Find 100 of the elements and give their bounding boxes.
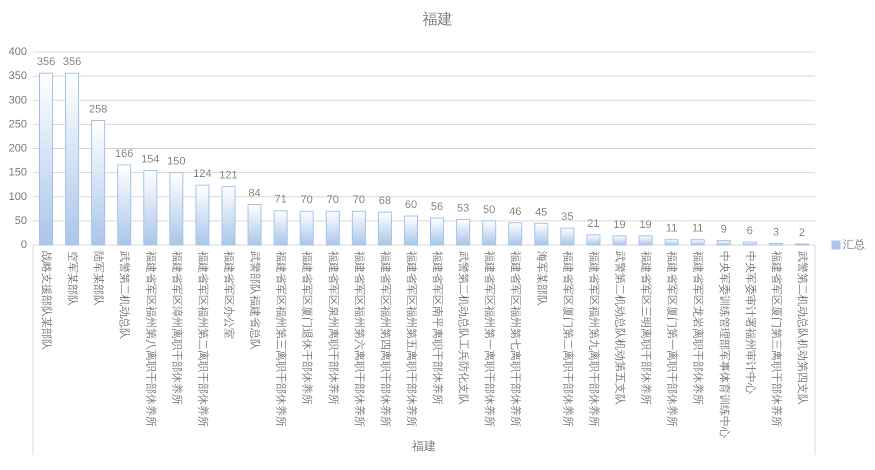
y-tick-label: 400 [8, 46, 27, 58]
x-tick-label: 福建省军区漳州离职干部休养所 [170, 251, 184, 405]
data-label: 19 [639, 218, 652, 231]
bar [248, 204, 262, 246]
data-label: 19 [613, 218, 626, 231]
y-tick-label: 250 [8, 118, 27, 130]
bar [91, 120, 106, 246]
x-tick-label: 福建省军区厦门第三离职干部休养所 [770, 251, 783, 427]
x-tick-label: 福建省军区福州第七离职干部休养所 [509, 251, 522, 427]
bar [169, 172, 184, 246]
bar [482, 220, 496, 246]
bar [664, 239, 679, 246]
bar [143, 170, 158, 246]
bar [274, 210, 288, 246]
x-tick-label: 福建省军区福州第一离职干部休养所 [483, 251, 496, 427]
data-label: 35 [561, 211, 574, 224]
data-label: 121 [219, 170, 238, 182]
data-label: 150 [167, 156, 186, 168]
y-tick-label: 100 [8, 190, 27, 203]
bar [221, 186, 236, 246]
bar [326, 210, 340, 246]
x-tick-label: 福建省军区福州第三离职干部休养所 [274, 251, 288, 427]
data-label: 2 [798, 227, 806, 240]
bar [534, 222, 548, 246]
x-tick-label: 福建省军区厦门退休干部休养所 [300, 251, 314, 405]
bar [586, 234, 600, 246]
data-label: 68 [378, 195, 392, 208]
x-tick-label: 福建省军区厦门第二离职干部休养所 [561, 251, 574, 427]
x-tick-label: 中央军委审计署福州审计中心 [744, 251, 757, 394]
x-tick-label: 武警第二机动总队工兵防化支队 [457, 251, 470, 405]
y-tick-label: 300 [8, 94, 27, 106]
x-axis-title: 福建 [412, 439, 436, 453]
x-tick-label: 中央军委训练管理部军事体育训练中心 [718, 251, 731, 438]
chart-title: 福建 [422, 11, 452, 28]
data-label: 21 [587, 218, 600, 230]
x-tick-label: 福建省军区三明离职干部休养所 [640, 251, 653, 405]
x-tick-label: 福建省军区福州第四离职干部休养所 [378, 251, 392, 427]
bar [378, 212, 392, 246]
data-label: 154 [141, 154, 160, 166]
bar [39, 72, 54, 246]
bar [690, 239, 705, 246]
x-tick-label: 福建省军区南平离职干部休养所 [431, 251, 444, 405]
data-label: 84 [248, 187, 261, 200]
data-label: 70 [326, 194, 339, 206]
data-label: 124 [193, 168, 212, 180]
data-label: 45 [535, 206, 548, 218]
bar [508, 222, 522, 246]
x-tick-label: 武警部队福建省总队 [248, 251, 262, 350]
bar [117, 164, 132, 246]
x-tick-label: 福建省军区福州第五离职干部休养所 [404, 251, 418, 427]
x-tick-label: 福建省军区龙岩离职干部休养所 [692, 251, 705, 405]
y-tick-label: 0 [20, 239, 27, 251]
data-label: 46 [509, 206, 522, 218]
data-label: 166 [115, 148, 134, 160]
x-tick-label: 战略支援部队某部队 [40, 251, 54, 350]
legend-label: 汇总 [843, 238, 865, 251]
data-label: 70 [352, 194, 365, 206]
data-label: 6 [746, 225, 753, 238]
bar [742, 242, 757, 246]
data-label: 11 [692, 222, 704, 235]
data-label: 70 [300, 194, 313, 206]
bar [195, 184, 210, 246]
x-tick-label: 武警第二机动总队 [118, 251, 132, 339]
bar [638, 235, 653, 246]
x-tick-label: 陆军某部队 [92, 251, 106, 306]
bar [300, 210, 314, 246]
x-tick-label: 空军某部队 [66, 251, 80, 306]
data-label: 71 [274, 194, 287, 206]
y-tick-label: 50 [14, 214, 27, 227]
x-tick-label: 福建省军区福州第六离职干部休养所 [352, 251, 366, 427]
bar [430, 217, 444, 246]
x-tick-label: 福建省军区泉州离职干部休养所 [326, 251, 340, 405]
bar [612, 235, 627, 246]
x-tick-label: 武警第二机动总队机动第五支队 [614, 251, 626, 405]
y-tick-label: 200 [8, 142, 27, 154]
bar [352, 210, 366, 246]
y-tick-label: 350 [8, 70, 27, 82]
x-tick-label: 海军某部队 [535, 251, 548, 306]
data-label: 3 [772, 226, 779, 239]
x-tick-label: 武警第二机动总队机动第四支队 [796, 251, 809, 405]
data-label: 11 [666, 222, 678, 235]
bar [716, 240, 731, 246]
data-label: 50 [483, 204, 496, 216]
x-tick-label: 福建省军区福州第八离职干部休养所 [144, 251, 158, 427]
data-label: 356 [36, 56, 56, 68]
x-tick-label: 福建省军区厦门第一离职干部休养所 [666, 251, 679, 427]
data-label: 56 [430, 200, 444, 213]
x-tick-label: 福建省军区福州第九离职干部休养所 [587, 251, 600, 427]
data-label: 60 [404, 199, 418, 212]
data-label: 356 [62, 56, 82, 68]
x-tick-label: 福建省军区办公室 [222, 251, 236, 339]
bar [560, 228, 574, 246]
data-label: 258 [88, 104, 108, 116]
bar [404, 216, 418, 246]
data-label: 53 [456, 202, 470, 214]
y-tick-label: 150 [8, 166, 27, 179]
data-label: 9 [720, 224, 727, 236]
bar [456, 218, 470, 246]
x-tick-label: 福建省军区福州第二离职干部休养所 [196, 251, 210, 427]
bar [65, 72, 80, 246]
